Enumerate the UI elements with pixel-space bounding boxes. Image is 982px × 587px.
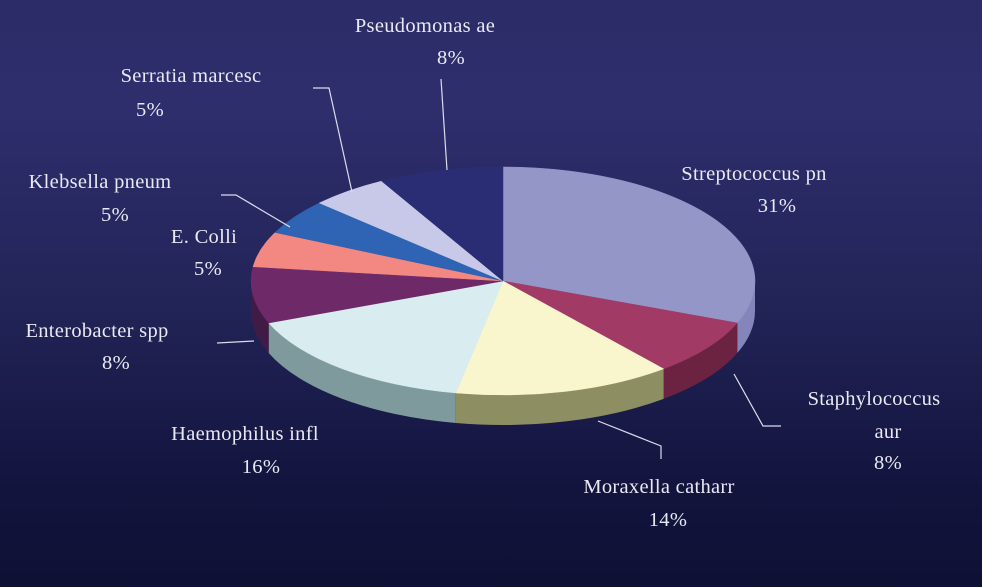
pie-slice-pseudomonas-ae — [381, 166, 504, 282]
pie-slice-moraxella-catharr — [455, 280, 665, 396]
pie-slice-side-haemophilus-infl — [268, 322, 456, 423]
leader-line-pseudomonas-ae — [440, 78, 448, 171]
leader-line-staphylococcus-aur — [733, 373, 781, 427]
pie-slice-streptococcus-pn — [502, 166, 756, 324]
pie-slice-enterobacter-spp — [250, 266, 504, 324]
pie-slice-side-staphylococcus-aur — [663, 322, 738, 399]
leader-line-enterobacter-spp — [216, 340, 255, 344]
pie-slice-side-moraxella-catharr — [455, 368, 664, 425]
leader-line-klebsella-pneum — [221, 194, 291, 228]
leader-line-moraxella-catharr — [597, 420, 662, 459]
pie-slice-staphylococcus-aur — [502, 280, 738, 370]
pie-slice-side-enterobacter-spp — [251, 281, 269, 353]
pie-slice-side-streptococcus-pn — [737, 281, 755, 353]
pie-slice-haemophilus-infl — [268, 280, 504, 394]
leader-line-serratia-marcesc — [313, 87, 353, 193]
